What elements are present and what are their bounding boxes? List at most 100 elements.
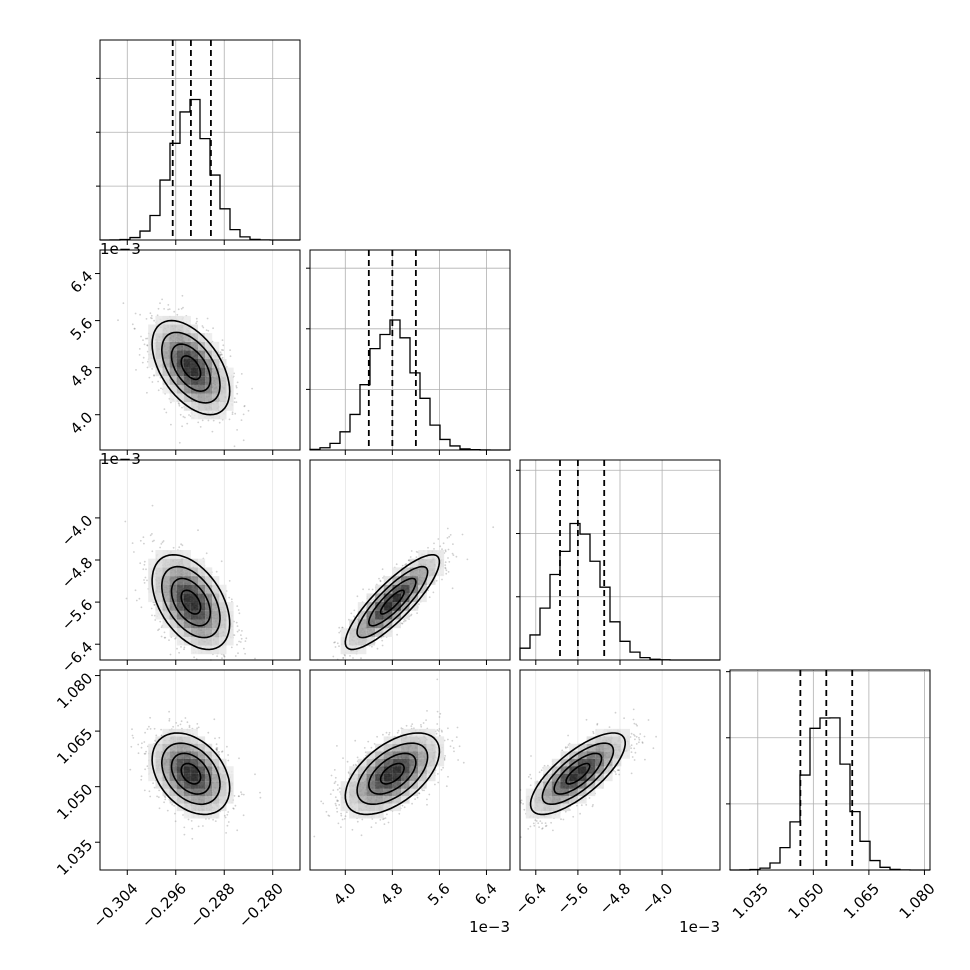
scatter-point [235, 401, 238, 403]
scatter-point [167, 308, 170, 311]
scatter-point [206, 317, 209, 320]
density-cell [198, 402, 206, 411]
scatter-point [133, 327, 136, 330]
scatter-point [178, 546, 181, 549]
scatter-point [442, 542, 445, 545]
scatter-point [139, 562, 142, 565]
panel-0-0 [96, 39, 301, 245]
density-cell [418, 567, 427, 577]
density-cell [226, 376, 234, 385]
scatter-point [180, 543, 183, 546]
scatter-point [138, 597, 141, 600]
scatter-point [381, 639, 384, 642]
scatter-point [452, 543, 454, 545]
density-cell [190, 610, 198, 620]
scatter-point [215, 570, 218, 573]
density-cell [212, 410, 220, 420]
scatter-point [151, 550, 154, 553]
density-cell [183, 593, 191, 603]
density-cell [155, 350, 163, 359]
scatter-point [336, 642, 339, 645]
density-cell [183, 393, 191, 403]
scatter-point [159, 302, 161, 305]
density-cell [148, 333, 156, 342]
scatter-point [251, 387, 254, 390]
density-cell [176, 376, 184, 385]
density-cell [212, 350, 220, 359]
scatter-point [441, 548, 443, 551]
scatter-point [151, 504, 154, 507]
scatter-point [179, 413, 182, 416]
scatter-point [207, 329, 210, 332]
scatter-point [445, 572, 448, 575]
scatter-point [180, 307, 183, 310]
scatter-point [219, 354, 222, 357]
scatter-point [174, 637, 177, 640]
scatter-point [169, 653, 172, 656]
density-cell [212, 402, 220, 411]
density-cell [183, 315, 191, 325]
density-cell [162, 350, 170, 359]
scatter-point [138, 354, 141, 356]
y-tick-label: 6.4 [67, 267, 97, 297]
scatter-point [448, 561, 451, 563]
scatter-point [139, 313, 142, 316]
density-cell [198, 619, 206, 629]
scatter-point [219, 353, 222, 356]
scatter-point [353, 609, 356, 612]
density-cell [183, 324, 191, 334]
scatter-point [350, 612, 353, 615]
scatter-point [333, 641, 335, 644]
scatter-point [229, 355, 232, 358]
density-cell [349, 636, 358, 646]
scatter-point [381, 568, 384, 571]
scatter-point [151, 317, 153, 320]
scatter-point [196, 320, 198, 323]
scatter-point [222, 653, 225, 656]
scatter-point [151, 614, 153, 617]
density-cell [183, 376, 191, 385]
scatter-point [146, 350, 149, 353]
scatter-point [243, 405, 246, 408]
scatter-point [195, 322, 198, 325]
density-cell [340, 645, 350, 655]
y-tick-label: −4.0 [58, 512, 96, 550]
scatter-point [145, 568, 147, 571]
density-cell [190, 410, 198, 420]
scatter-point [236, 429, 239, 431]
scatter-point [167, 304, 170, 306]
scatter-point [172, 546, 175, 549]
scatter-point [142, 356, 145, 359]
scatter-point [439, 545, 442, 548]
panel-frame [309, 249, 511, 451]
density-cell [190, 350, 198, 359]
scatter-point [240, 637, 243, 640]
scatter-point [159, 620, 162, 623]
scatter-point [133, 551, 135, 553]
density-cell [219, 384, 227, 394]
scatter-point [451, 587, 454, 590]
scatter-point [149, 716, 152, 719]
scatter-point [183, 646, 186, 649]
scatter-point [135, 599, 138, 602]
density-cell [183, 333, 191, 342]
density-cell [176, 359, 184, 368]
scatter-point [435, 579, 438, 582]
panel-3-0: 1.0351.0501.0651.080−0.304−0.296−0.288−0… [53, 669, 301, 932]
density-cell [176, 333, 184, 342]
scatter-point [163, 636, 166, 639]
scatter-point [168, 639, 170, 641]
scatter-point [447, 548, 450, 551]
density-cell [219, 628, 227, 637]
scatter-point [146, 579, 148, 582]
density-cell [169, 384, 177, 394]
density-cell [190, 376, 198, 385]
scatter-point [143, 563, 146, 566]
scatter-point [223, 655, 226, 657]
scatter-point [143, 560, 146, 563]
scatter-point [243, 647, 245, 650]
scatter-point [155, 734, 158, 737]
scatter-point [131, 734, 134, 737]
scatter-point [149, 534, 152, 537]
